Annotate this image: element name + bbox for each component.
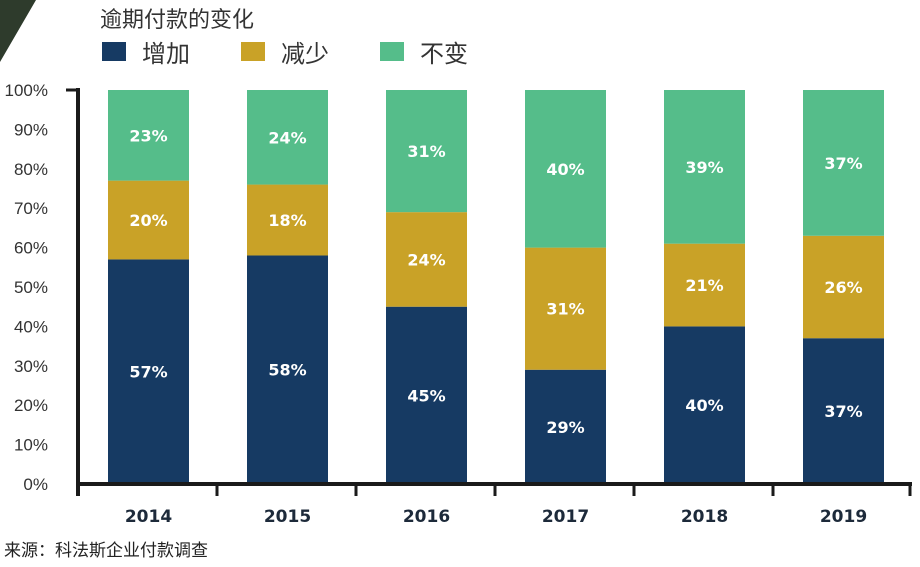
bar-segment — [386, 212, 467, 307]
data-label: 57% — [129, 363, 167, 382]
x-tick-label: 2014 — [125, 507, 172, 527]
bar-segment — [803, 235, 884, 339]
legend-item-increase: 增加 — [102, 34, 190, 69]
bar-segment — [108, 259, 189, 484]
y-tick-label: 20% — [14, 396, 48, 415]
data-label: 37% — [824, 402, 862, 421]
y-tick-label: 60% — [14, 239, 48, 258]
legend-label: 不变 — [420, 40, 468, 68]
data-label: 37% — [824, 154, 862, 173]
legend-swatch — [380, 42, 404, 61]
data-label: 31% — [407, 142, 445, 161]
chart-title: 逾期付款的变化 — [100, 8, 255, 33]
data-label: 58% — [268, 361, 306, 380]
bar-segment — [803, 90, 884, 236]
x-tick-label: 2019 — [820, 507, 867, 527]
x-tick-label: 2018 — [681, 507, 728, 527]
y-tick-label: 80% — [14, 160, 48, 179]
y-tick-label: 10% — [14, 436, 48, 455]
bar-segment — [525, 369, 606, 484]
bar-segment — [664, 90, 745, 244]
bar-segment — [386, 306, 467, 484]
bar-segment — [803, 338, 884, 484]
bar-segment — [525, 247, 606, 370]
y-tick-label: 100% — [5, 81, 48, 100]
bar-segment — [247, 184, 328, 256]
data-label: 40% — [685, 396, 723, 415]
y-tick-label: 40% — [14, 317, 48, 336]
bar-segment — [386, 90, 467, 213]
data-label: 26% — [824, 278, 862, 297]
x-tick-label: 2016 — [403, 507, 450, 527]
x-tick-label: 2017 — [542, 507, 589, 527]
data-label: 21% — [685, 276, 723, 295]
data-label: 29% — [546, 418, 584, 437]
data-label: 23% — [129, 126, 167, 145]
bar-segment — [525, 90, 606, 248]
bar-segment — [664, 243, 745, 327]
y-tick-label: 0% — [23, 475, 48, 494]
y-tick-label: 50% — [14, 278, 48, 297]
data-label: 20% — [129, 211, 167, 230]
legend-swatch — [241, 42, 265, 61]
y-tick-label: 30% — [14, 357, 48, 376]
legend-label: 减少 — [281, 40, 329, 68]
legend-label: 增加 — [142, 40, 190, 68]
data-label: 39% — [685, 158, 723, 177]
legend-swatch — [102, 42, 126, 61]
legend-item-decrease: 减少 — [241, 34, 329, 69]
data-label: 31% — [546, 300, 584, 319]
data-label: 24% — [268, 128, 306, 147]
data-label: 18% — [268, 211, 306, 230]
legend-item-unchanged: 不变 — [380, 34, 468, 69]
data-label: 45% — [407, 386, 445, 405]
bar-segment — [664, 326, 745, 484]
x-tick-label: 2015 — [264, 507, 311, 527]
bar-segment — [108, 180, 189, 260]
data-label: 40% — [546, 160, 584, 179]
bar-segment — [108, 90, 189, 181]
source-note: 来源：科法斯企业付款调查 — [4, 541, 208, 561]
bar-segment — [247, 90, 328, 185]
y-tick-label: 70% — [14, 199, 48, 218]
data-label: 24% — [407, 250, 445, 269]
y-tick-label: 90% — [14, 120, 48, 139]
bar-segment — [247, 255, 328, 484]
